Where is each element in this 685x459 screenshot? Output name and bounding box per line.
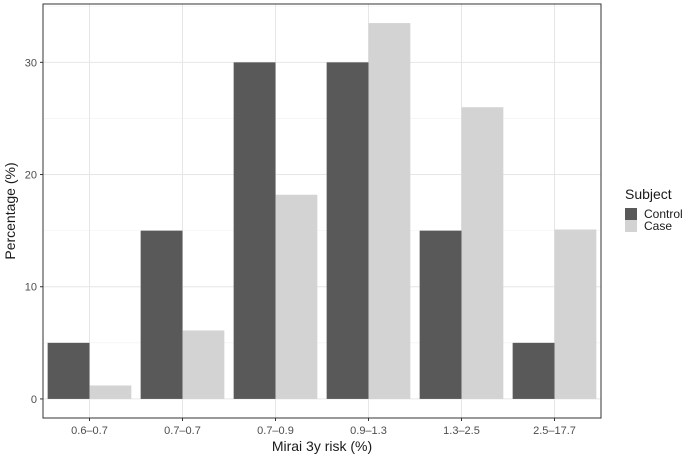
y-tick-label: 10 — [25, 282, 37, 294]
bar-case-4 — [461, 107, 504, 399]
bar-control-2 — [233, 62, 276, 399]
legend-title: Subject — [625, 186, 672, 202]
bar-control-1 — [140, 230, 183, 399]
x-tick-label: 1.3–2.5 — [443, 425, 480, 437]
bar-case-0 — [89, 385, 132, 399]
x-tick-label: 0.7–0.7 — [164, 425, 201, 437]
x-tick-label: 0.9–1.3 — [350, 425, 387, 437]
x-tick-label: 0.6–0.7 — [71, 425, 108, 437]
bar-control-3 — [326, 62, 369, 399]
legend-key-case — [625, 220, 637, 232]
panel-background — [43, 4, 601, 418]
y-tick-label: 30 — [25, 57, 37, 69]
legend-key-control — [625, 208, 637, 220]
legend-label-control: Control — [644, 207, 683, 221]
x-tick-label: 2.5–17.7 — [533, 425, 576, 437]
y-axis-title: Percentage (%) — [2, 162, 18, 259]
axes: 0 10 20 30 0.6–0.7 0.7–0.7 0.7–0.9 0.9–1.3 1.3–2… — [25, 57, 576, 437]
panel-border — [42, 3, 602, 419]
bar-control-5 — [512, 342, 555, 399]
bar-case-2 — [275, 194, 318, 399]
y-tick-label: 0 — [31, 394, 37, 406]
bar-case-3 — [368, 23, 411, 399]
x-axis-title: Mirai 3y risk (%) — [272, 438, 372, 454]
bar-control-4 — [419, 230, 462, 399]
bar-case-5 — [554, 229, 597, 399]
bar-case-1 — [182, 330, 225, 399]
bars — [47, 23, 597, 399]
x-tick-label: 0.7–0.9 — [257, 425, 294, 437]
legend-label-case: Case — [644, 219, 672, 233]
y-tick-label: 20 — [25, 170, 37, 182]
bar-control-0 — [47, 342, 90, 399]
